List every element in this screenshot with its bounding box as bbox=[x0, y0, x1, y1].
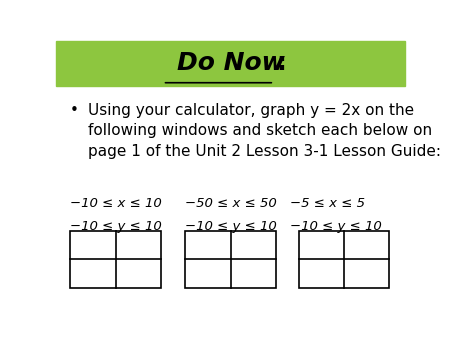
Bar bbox=[185, 231, 276, 288]
Text: −10 ≤ y ≤ 10: −10 ≤ y ≤ 10 bbox=[290, 220, 382, 233]
Text: Do Now: Do Now bbox=[177, 51, 284, 75]
Text: −5 ≤ x ≤ 5: −5 ≤ x ≤ 5 bbox=[290, 197, 365, 210]
Bar bbox=[70, 231, 161, 288]
Text: Using your calculator, graph y = 2x on the
following windows and sketch each bel: Using your calculator, graph y = 2x on t… bbox=[88, 103, 441, 159]
Text: −50 ≤ x ≤ 50: −50 ≤ x ≤ 50 bbox=[185, 197, 277, 210]
Text: −10 ≤ y ≤ 10: −10 ≤ y ≤ 10 bbox=[185, 220, 277, 233]
Text: −10 ≤ x ≤ 10: −10 ≤ x ≤ 10 bbox=[70, 197, 162, 210]
Text: :: : bbox=[276, 51, 286, 75]
Bar bbox=[56, 41, 405, 86]
Text: −10 ≤ y ≤ 10: −10 ≤ y ≤ 10 bbox=[70, 220, 162, 233]
Bar bbox=[299, 231, 389, 288]
Text: •: • bbox=[70, 103, 79, 118]
